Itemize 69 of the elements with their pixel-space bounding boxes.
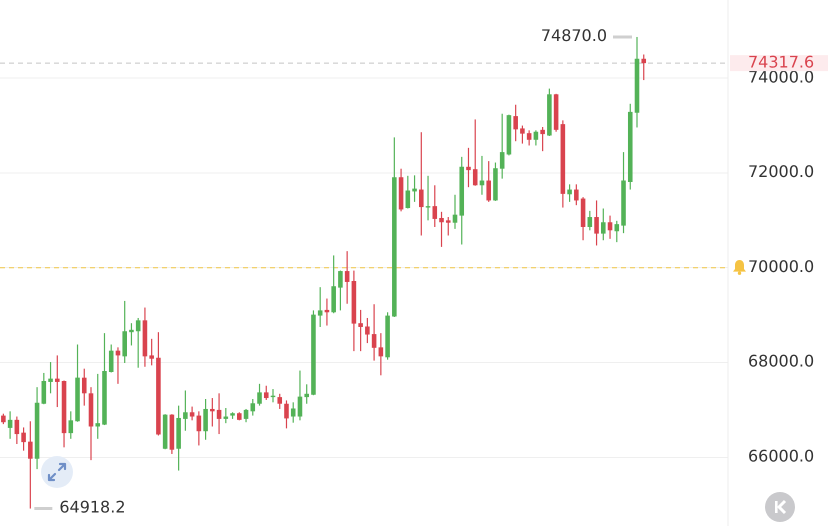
candlestick [8,410,12,440]
annotation: 74870.0 [540,26,607,46]
candlestick [601,208,606,241]
candlestick [190,406,194,421]
candlestick [270,388,276,403]
candlestick [588,210,592,231]
y-tick-label: 70000.0 [748,256,814,276]
y-tick-label: 68000.0 [748,352,814,371]
candlestick [472,118,478,186]
candlestick [136,317,140,368]
candlestick [574,184,579,206]
candlestick [419,132,424,236]
candlestick [277,393,282,410]
candlestick [641,54,646,81]
candlestick [338,270,343,311]
annotation: 64918.2 [59,498,126,517]
candlestick [244,408,248,423]
candlestick [513,104,518,142]
candlestick [298,370,302,421]
candlestick [540,126,545,152]
candlestick [257,383,262,406]
candlestick [452,194,458,230]
y-tick-label: 72000.0 [748,162,814,182]
candlestick [183,390,188,432]
y-tick-label: 66000.0 [748,446,814,466]
candlestick [372,304,376,362]
candlestick [412,174,417,202]
candlestick [324,298,330,326]
candlestick [196,410,202,446]
candlestick [82,368,87,406]
candlestick [365,317,370,344]
candlestick [480,155,484,196]
candlestick [486,160,491,202]
candlestick [95,373,100,440]
candlestick [42,372,46,405]
candlestick [28,420,33,510]
candlestick [21,426,26,452]
candlestick [526,130,532,146]
candlestick [406,175,410,210]
candlestick [108,344,114,374]
candlestick [290,402,296,424]
candlestick [378,332,384,376]
candlestick [284,400,289,429]
candlestick [608,215,612,240]
candlestick [264,385,269,401]
candlestick [116,346,120,384]
candlestick [466,147,471,188]
candlestick [500,113,504,180]
candlestick [68,410,74,440]
candlestick [534,130,538,146]
candlestick [210,397,215,428]
candlestick [318,286,322,328]
candlestick [224,407,228,424]
candlestick [250,398,256,416]
candlestick [594,200,599,246]
candlestick [344,250,350,304]
candlestick [216,392,222,435]
candlestick [426,175,430,221]
candlestick [14,416,20,445]
candlestick [48,361,53,394]
candlestick [358,309,363,352]
candlestick [203,398,208,440]
candlestick [439,211,444,248]
candlestick [567,184,572,202]
candlestick [614,220,620,243]
candlestick [55,354,60,408]
candlestick [520,124,525,144]
candlestick [1,413,6,425]
candlestick [432,184,438,228]
